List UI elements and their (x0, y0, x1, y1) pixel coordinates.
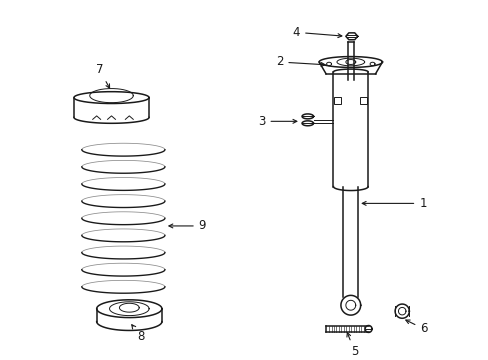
Text: 3: 3 (258, 115, 296, 128)
Text: 2: 2 (275, 55, 325, 68)
Text: 7: 7 (96, 63, 109, 88)
Bar (334, 96, 341, 104)
Text: 1: 1 (362, 197, 426, 210)
Text: 5: 5 (346, 333, 358, 358)
Bar (360, 96, 366, 104)
Text: 8: 8 (131, 325, 144, 343)
Text: 6: 6 (405, 320, 427, 336)
Text: 4: 4 (292, 26, 341, 39)
Text: 9: 9 (168, 220, 206, 233)
